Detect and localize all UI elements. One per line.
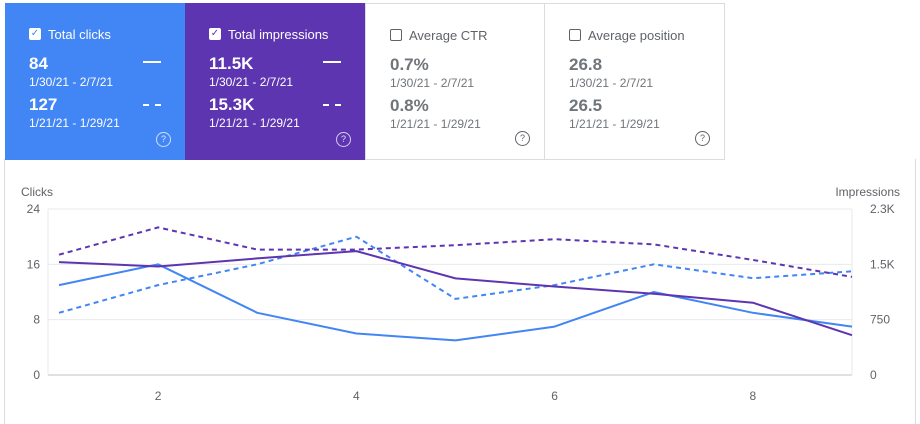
total-clicks-checkbox[interactable]: ✓ xyxy=(29,28,41,40)
total-clicks-previous-range: 1/21/21 - 1/29/21 xyxy=(29,116,120,130)
total-impressions-label: Total impressions xyxy=(228,26,329,42)
average-position-previous-range: 1/21/21 - 1/29/21 xyxy=(569,117,660,131)
checkmark-icon: ✓ xyxy=(210,28,220,39)
average-position-checkbox[interactable] xyxy=(569,29,581,41)
y-tick-left-label: 16 xyxy=(27,257,41,271)
clicks-solid-series-line xyxy=(58,263,853,342)
average-position-previous-value: 26.5 xyxy=(569,96,603,115)
help-circle-icon[interactable]: ? xyxy=(695,131,710,146)
metric-cards: ✓ Total clicks 84 1/30/21 - 2/7/21 127 1… xyxy=(5,3,725,160)
y-tick-left-label: 8 xyxy=(33,313,40,327)
average-ctr-previous-range: 1/21/21 - 1/29/21 xyxy=(390,117,481,131)
y-tick-right-label: 750 xyxy=(870,313,890,327)
y-tick-right-label: 2.3K xyxy=(870,202,895,216)
card-header: Average position xyxy=(569,27,700,43)
average-position-label: Average position xyxy=(588,27,685,43)
y-tick-left-label: 0 xyxy=(33,368,40,382)
dashed-line-legend-icon xyxy=(323,104,341,106)
total-impressions-previous-range: 1/21/21 - 1/29/21 xyxy=(209,116,300,130)
dashed-line-legend-icon xyxy=(143,104,161,106)
y-tick-right-label: 0 xyxy=(870,368,877,382)
help-circle-icon[interactable]: ? xyxy=(515,131,530,146)
total-clicks-previous-value: 127 xyxy=(29,95,58,114)
total-clicks-card[interactable]: ✓ Total clicks 84 1/30/21 - 2/7/21 127 1… xyxy=(5,3,185,160)
y-axis-left-title: Clicks xyxy=(21,185,53,199)
y-tick-left-label: 24 xyxy=(27,202,41,216)
x-tick-label: 2 xyxy=(155,389,162,403)
y-axis-right-title: Impressions xyxy=(835,185,900,199)
average-ctr-label: Average CTR xyxy=(409,27,488,43)
total-clicks-current-value: 84 xyxy=(29,54,48,73)
total-impressions-card[interactable]: ✓ Total impressions 11.5K 1/30/21 - 2/7/… xyxy=(185,3,365,160)
average-ctr-current-value: 0.7% xyxy=(390,55,429,74)
x-tick-label: 8 xyxy=(750,389,757,403)
card-header: ✓ Total impressions xyxy=(209,26,341,42)
average-ctr-checkbox[interactable] xyxy=(390,29,402,41)
impressions-dashed-series-line xyxy=(58,226,853,278)
average-ctr-card[interactable]: Average CTR 0.7% 1/30/21 - 2/7/21 0.8% 1… xyxy=(365,3,545,160)
clicks-dashed-series-line xyxy=(58,235,853,314)
average-position-current-range: 1/30/21 - 2/7/21 xyxy=(569,76,654,90)
total-clicks-label: Total clicks xyxy=(48,26,111,42)
impressions-solid-series-line xyxy=(58,250,853,337)
card-header: ✓ Total clicks xyxy=(29,26,161,42)
chart-frame xyxy=(4,159,916,424)
x-tick-label: 6 xyxy=(551,389,558,403)
card-header: Average CTR xyxy=(390,27,520,43)
average-ctr-current-range: 1/30/21 - 2/7/21 xyxy=(390,76,475,90)
total-impressions-current-range: 1/30/21 - 2/7/21 xyxy=(209,75,294,89)
average-position-current-value: 26.8 xyxy=(569,55,603,74)
solid-line-legend-icon xyxy=(143,61,161,63)
average-position-card[interactable]: Average position 26.8 1/30/21 - 2/7/21 2… xyxy=(545,3,725,160)
total-impressions-checkbox[interactable]: ✓ xyxy=(209,28,221,40)
y-tick-right-label: 1.5K xyxy=(870,257,895,271)
checkmark-icon: ✓ xyxy=(30,28,40,39)
total-impressions-previous-value: 15.3K xyxy=(209,95,255,114)
solid-line-legend-icon xyxy=(323,61,341,63)
average-ctr-previous-value: 0.8% xyxy=(390,96,429,115)
help-circle-icon[interactable]: ? xyxy=(336,132,351,147)
x-tick-label: 4 xyxy=(353,389,360,403)
help-circle-icon[interactable]: ? xyxy=(156,132,171,147)
total-impressions-current-value: 11.5K xyxy=(209,54,254,73)
total-clicks-current-range: 1/30/21 - 2/7/21 xyxy=(29,75,114,89)
